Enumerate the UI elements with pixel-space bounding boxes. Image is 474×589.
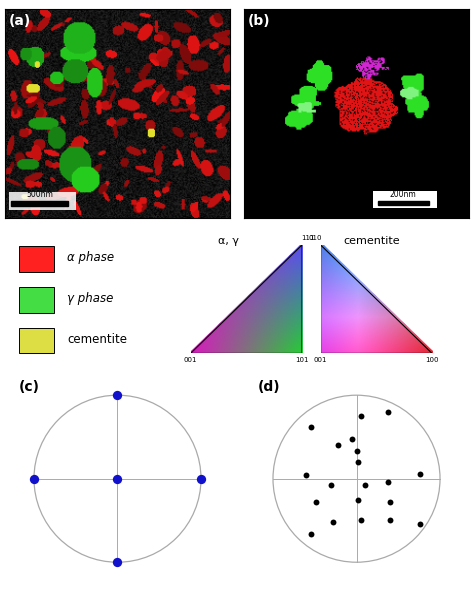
Bar bbox=[374, 191, 437, 208]
Point bbox=[329, 517, 337, 527]
Bar bbox=[11, 201, 68, 206]
Point bbox=[348, 434, 356, 444]
Point bbox=[386, 516, 394, 525]
Point bbox=[355, 496, 362, 505]
Point bbox=[355, 457, 362, 466]
Bar bbox=[18, 246, 54, 272]
Bar bbox=[9, 191, 76, 210]
Text: γ phase: γ phase bbox=[67, 292, 114, 305]
Bar bbox=[377, 201, 429, 205]
Text: 200nm: 200nm bbox=[390, 190, 417, 199]
Point bbox=[334, 441, 342, 450]
Point bbox=[302, 470, 310, 479]
Point bbox=[307, 529, 314, 538]
Text: 500nm: 500nm bbox=[26, 190, 53, 199]
Text: cementite: cementite bbox=[344, 236, 401, 246]
Text: (b): (b) bbox=[247, 14, 270, 28]
Point bbox=[384, 407, 392, 416]
Text: (d): (d) bbox=[258, 380, 281, 394]
Text: (a): (a) bbox=[9, 14, 31, 28]
Point bbox=[353, 446, 360, 456]
Point bbox=[114, 474, 121, 484]
Bar bbox=[18, 287, 54, 313]
Point bbox=[328, 481, 335, 490]
Point bbox=[313, 497, 320, 507]
Point bbox=[357, 411, 365, 421]
Text: cementite: cementite bbox=[67, 333, 128, 346]
Text: (c): (c) bbox=[19, 380, 40, 394]
Point bbox=[307, 422, 314, 432]
Bar bbox=[18, 328, 54, 353]
Point bbox=[386, 497, 394, 507]
Point bbox=[416, 469, 424, 478]
Point bbox=[114, 558, 121, 567]
Point bbox=[361, 481, 369, 490]
Text: α, γ: α, γ bbox=[219, 236, 239, 246]
Point bbox=[357, 516, 365, 525]
Point bbox=[197, 474, 205, 484]
Point bbox=[30, 474, 38, 484]
Point bbox=[416, 519, 424, 528]
Point bbox=[114, 391, 121, 400]
Point bbox=[384, 477, 392, 487]
Text: α phase: α phase bbox=[67, 251, 115, 264]
